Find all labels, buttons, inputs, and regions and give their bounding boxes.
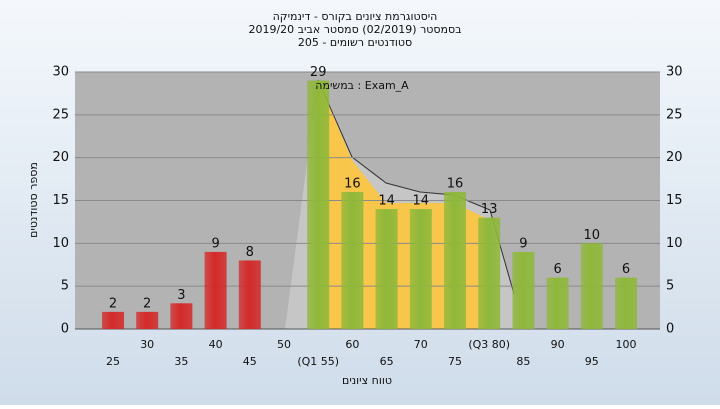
bar [512, 251, 535, 329]
data-label: 3 [177, 288, 185, 303]
x-tick-label: 30 [140, 338, 154, 351]
y-tick-label: 15 [52, 193, 69, 208]
y-tick-label: 10 [52, 236, 69, 251]
y2-tick-label: 5 [666, 279, 674, 294]
data-label: 14 [413, 194, 430, 209]
y2-tick-label: 10 [666, 236, 683, 251]
bar [375, 209, 398, 329]
data-label: 16 [344, 176, 361, 191]
y-tick-label: 0 [61, 322, 69, 337]
bar [615, 277, 637, 329]
data-label: 13 [481, 202, 498, 217]
data-label: 2 [109, 296, 117, 311]
x-tick-label: 95 [585, 355, 599, 368]
y-tick-label: 5 [61, 279, 69, 294]
data-label: 6 [622, 262, 630, 277]
y-tick-label: 25 [52, 107, 69, 122]
bar [546, 277, 569, 329]
bar [204, 251, 227, 329]
y-tick-label: 20 [52, 150, 69, 165]
bar [136, 311, 159, 329]
chart-subtitle: בסמסטר (02/2019) סמסטר אביב 2019/20 [248, 23, 461, 36]
data-label: 2 [143, 296, 151, 311]
x-tick-label: 50 [277, 338, 291, 351]
bar [238, 260, 261, 329]
x-tick-label: 40 [209, 338, 223, 351]
x-axis-label: טווח ציונים [342, 374, 392, 387]
y2-tick-label: 15 [666, 193, 683, 208]
x-tick-label: 100 [616, 338, 637, 351]
y2-tick-label: 0 [666, 322, 674, 337]
x-tick-label: 45 [243, 355, 257, 368]
bar [341, 191, 364, 329]
bar [102, 311, 124, 329]
x-tick-label: (Q1 55) [297, 355, 339, 368]
x-tick-label: 60 [345, 338, 359, 351]
bar [444, 191, 466, 329]
bar [170, 303, 193, 329]
x-tick-label: 90 [551, 338, 565, 351]
bar [409, 209, 432, 329]
data-label: 9 [211, 236, 219, 251]
x-tick-label: 70 [414, 338, 428, 351]
y-axis-label: מספר סטודנטים [27, 162, 40, 238]
data-label: 29 [310, 65, 327, 80]
annotation: במשימה : Exam_A [315, 79, 409, 92]
data-label: 9 [519, 236, 527, 251]
x-tick-label: 75 [448, 355, 462, 368]
x-tick-label: 85 [516, 355, 530, 368]
bar [580, 243, 603, 329]
data-label: 14 [378, 194, 395, 209]
y2-tick-label: 25 [666, 107, 683, 122]
y2-tick-label: 20 [666, 150, 683, 165]
data-label: 8 [246, 245, 254, 260]
bar [307, 80, 330, 329]
chart-subtitle: סטודנטים רשומים - 205 [298, 36, 412, 49]
data-label: 6 [553, 262, 561, 277]
y2-tick-label: 30 [666, 65, 683, 80]
x-tick-label: 35 [174, 355, 188, 368]
data-label: 10 [584, 228, 601, 243]
chart-title: היסטוגרמת ציונים בקורס - דינמיקה [273, 10, 438, 23]
x-tick-label: 25 [106, 355, 120, 368]
y-tick-label: 30 [52, 65, 69, 80]
data-label: 16 [447, 176, 464, 191]
x-tick-label: (Q3 80) [468, 338, 510, 351]
x-tick-label: 65 [380, 355, 394, 368]
distribution-line [317, 79, 515, 295]
bar [478, 217, 501, 329]
